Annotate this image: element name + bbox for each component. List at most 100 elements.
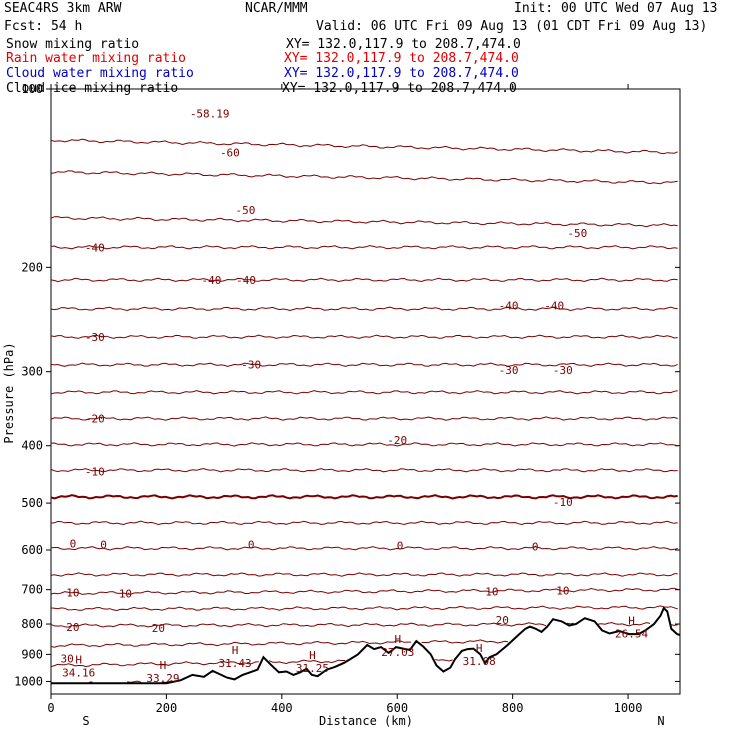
contour-label: -40 [236,274,256,287]
x-tick-label: 400 [271,701,293,715]
terrain-group [51,606,681,685]
y-tick-label: 200 [21,260,43,274]
field-name-rain: Rain water mixing ratio [6,51,186,66]
field-xy-snow: XY= 132.0,117.9 to 208.7,474.0 [286,37,521,52]
isotherm-15 [50,572,678,577]
high-marker: H [476,642,483,655]
isotherm-40 [50,659,453,668]
contour-label: -30 [553,364,573,377]
high-marker: H [232,644,239,657]
contour-label: -40 [544,300,564,313]
contour-label: -10 [553,496,573,509]
contour-label: 30 [61,653,74,666]
north-end-label: N [657,714,664,728]
isotherm-m20 [50,390,678,395]
terrain-profile [51,606,681,685]
x-tick-label: 800 [502,701,524,715]
contour-label: -58.19 [190,108,230,121]
contour-label: -60 [220,147,240,160]
contour-label: 0 [70,537,77,550]
contour-label: 10 [485,586,498,599]
isotherm-30 [50,622,678,628]
isotherm-10 [50,546,678,551]
high-value-label: 34.16 [62,667,95,680]
contour-label: -30 [85,331,105,344]
isotherm-35 [50,639,509,648]
init-time: Init: 00 UTC Wed 07 Aug 13 [514,1,718,16]
contour-label: -40 [201,274,221,287]
high-value-label: 33.29 [146,672,179,685]
contour-label: 0 [248,538,255,551]
contour-label: 0 [100,538,107,551]
contour-label: -30 [499,364,519,377]
isotherm-m15 [50,416,678,421]
isotherm-0 [50,494,678,500]
y-tick-label: 500 [21,496,43,510]
high-marker: H [395,633,402,646]
high-value-label: 31.08 [463,655,496,668]
contour-label: -50 [236,204,256,217]
contour-label: -40 [85,241,105,254]
plot-frame [50,88,681,695]
org-label: NCAR/MMM [245,1,308,16]
high-marker: H [309,649,316,662]
isotherm-m10 [50,442,678,447]
isotherm-m5 [50,467,678,473]
isotherm-m50 [50,216,678,228]
high-marker: H [75,654,82,667]
high-value-label: 27.03 [381,646,414,659]
contour-label: -20 [85,413,105,426]
y-tick-label: 300 [21,365,43,379]
y-tick-label: 700 [21,583,43,597]
contour-label: -10 [85,465,105,478]
isotherm-m45 [50,245,678,250]
contour-label: 20 [152,622,165,635]
y-tick-label: 400 [21,439,43,453]
field-xy-cloud-ice: XY= 132.0,117.9 to 208.7,474.0 [282,81,517,96]
contour-label-group: -58.19 -60 -50 -50 -40 -40 -40 -40 -40 -30 -30 -30 -… [61,108,588,666]
contour-label: -40 [499,300,519,313]
model-title: SEAC4RS 3km ARW [4,1,122,16]
field-xy-cloud-water: XY= 132.0,117.9 to 208.7,474.0 [284,66,519,81]
field-name-cloud-water: Cloud water mixing ratio [6,66,194,81]
high-value-label: 26.54 [615,628,648,641]
contour-label: 20 [66,621,79,634]
y-axis-label: Pressure (hPa) [2,342,16,443]
contour-label: 10 [119,587,132,600]
isotherm-25 [50,605,678,612]
y-tick-label: 900 [21,647,43,661]
x-tick-label: 200 [156,701,178,715]
contour-label: 10 [556,584,569,597]
field-name-snow: Snow mixing ratio [6,37,139,52]
x-tick-label: 1000 [614,701,643,715]
field-name-cloud-ice: Cloud ice mixing ratio [6,81,178,96]
y-tick-label: 800 [21,617,43,631]
contour-label: 20 [496,614,509,627]
isotherm-20 [50,587,678,595]
isotherm-m55 [50,170,678,185]
x-axis-label: Distance (km) [319,714,413,728]
isotherm-m25 [50,362,678,367]
y-tick-label: 1000 [14,674,43,688]
high-marker: H [628,615,635,628]
isotherm-m40 [50,277,678,283]
south-end-label: S [82,714,89,728]
contour-label: 0 [532,541,539,554]
isotherm-m60 [50,138,678,155]
high-marker: H [160,659,167,672]
contour-label: 0 [397,540,404,553]
isotherm-m30 [50,334,678,340]
forecast-hour: Fcst: 54 h [4,19,82,34]
isotherm-m35 [50,306,678,312]
high-value-label: 31.25 [296,662,329,675]
field-xy-rain: XY= 132.0,117.9 to 208.7,474.0 [284,51,519,66]
contour-label: -20 [387,434,407,447]
isotherm-group [50,138,678,683]
high-value-label: 31.43 [219,657,252,670]
x-axis-ticks: 0 200 400 600 800 1000 [47,84,643,715]
x-tick-label: 0 [47,701,54,715]
contour-label: -50 [567,227,587,240]
